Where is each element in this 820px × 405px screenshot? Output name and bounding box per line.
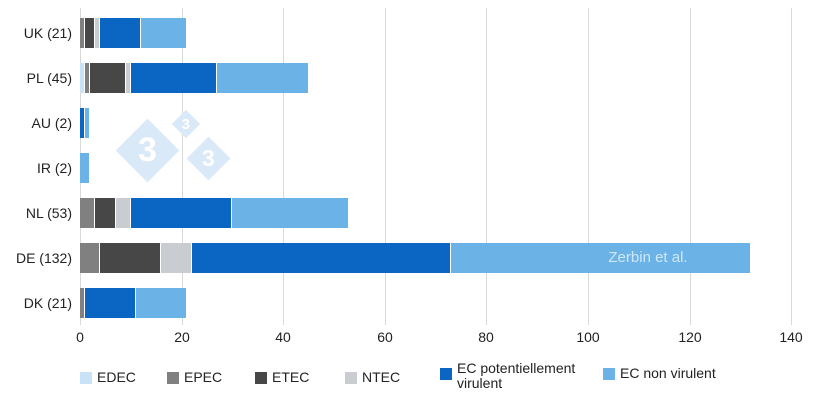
bar-segment-epec <box>80 18 85 48</box>
x-tick-label-0: 0 <box>76 329 84 345</box>
legend-label-etec: ETEC <box>272 369 310 385</box>
bar-segment-etec <box>85 18 95 48</box>
category-label-au: AU (2) <box>31 115 72 131</box>
x-tick-label-120: 120 <box>678 329 702 345</box>
gridline-x-100 <box>588 8 589 325</box>
category-label-pl: PL (45) <box>26 70 72 86</box>
bar-segment-ec-non-virulent <box>80 153 90 183</box>
bar-segment-ntec <box>115 198 130 228</box>
legend-swatch-epec <box>167 372 179 384</box>
x-tick-label-20: 20 <box>174 329 190 345</box>
gridline-x-60 <box>385 8 386 325</box>
bar-segment-etec <box>100 243 161 273</box>
legend-swatch-ntec <box>345 372 357 384</box>
legend-label-ec-non-virulent: EC non virulent <box>620 365 716 381</box>
gridline-x-80 <box>486 8 487 325</box>
bar-segment-ec-non-virulent <box>217 63 308 93</box>
bar-segment-ntec <box>95 18 100 48</box>
category-label-nl: NL (53) <box>25 205 72 221</box>
bar-segment-ec-non-virulent <box>450 243 750 273</box>
category-label-ir: IR (2) <box>37 160 72 176</box>
bar-segment-epec <box>80 198 95 228</box>
legend-label-ec-potentiellement-virulent: EC potentiellement virulent <box>457 360 576 391</box>
bar-segment-ec-potentiellement-virulent <box>130 198 232 228</box>
legend-swatch-ec-potentiellement-virulent <box>440 368 452 380</box>
x-tick-label-80: 80 <box>478 329 494 345</box>
bar-segment-edec <box>80 63 85 93</box>
bar-segment-epec <box>85 63 90 93</box>
bar-segment-ec-non-virulent <box>140 18 186 48</box>
category-label-dk: DK (21) <box>23 295 72 311</box>
gridline-x-20 <box>182 8 183 325</box>
bar-segment-epec <box>80 243 100 273</box>
bar-segment-ec-potentiellement-virulent <box>85 288 135 318</box>
gridline-x-40 <box>283 8 284 325</box>
legend-label-ntec: NTEC <box>362 369 401 385</box>
bar-segment-ec-non-virulent <box>85 108 90 138</box>
x-tick-label-60: 60 <box>377 329 393 345</box>
bar-segment-ec-potentiellement-virulent <box>130 63 217 93</box>
bar-segment-ec-non-virulent <box>232 198 349 228</box>
x-tick-label-40: 40 <box>275 329 291 345</box>
category-label-uk: UK (21) <box>23 25 72 41</box>
bar-segment-etec <box>95 198 115 228</box>
gridline-x-120 <box>690 8 691 325</box>
bar-segment-ntec <box>125 63 130 93</box>
bar-segment-ec-potentiellement-virulent <box>80 108 85 138</box>
bar-segment-ec-potentiellement-virulent <box>191 243 450 273</box>
bar-segment-epec <box>80 288 85 318</box>
gridline-x-140 <box>791 8 792 325</box>
x-tick-label-100: 100 <box>576 329 600 345</box>
bar-segment-etec <box>90 63 125 93</box>
watermark-attribution: Zerbin et al. <box>608 249 688 266</box>
legend-swatch-etec <box>255 372 267 384</box>
legend-swatch-edec <box>80 372 92 384</box>
bar-segment-ec-potentiellement-virulent <box>100 18 140 48</box>
legend-swatch-ec-non-virulent <box>603 368 615 380</box>
x-tick-label-140: 140 <box>779 329 803 345</box>
bar-segment-ec-non-virulent <box>135 288 186 318</box>
category-label-de: DE (132) <box>15 250 72 266</box>
bar-segment-ntec <box>161 243 191 273</box>
legend-label-edec: EDEC <box>97 369 136 385</box>
legend-label-epec: EPEC <box>184 369 223 385</box>
